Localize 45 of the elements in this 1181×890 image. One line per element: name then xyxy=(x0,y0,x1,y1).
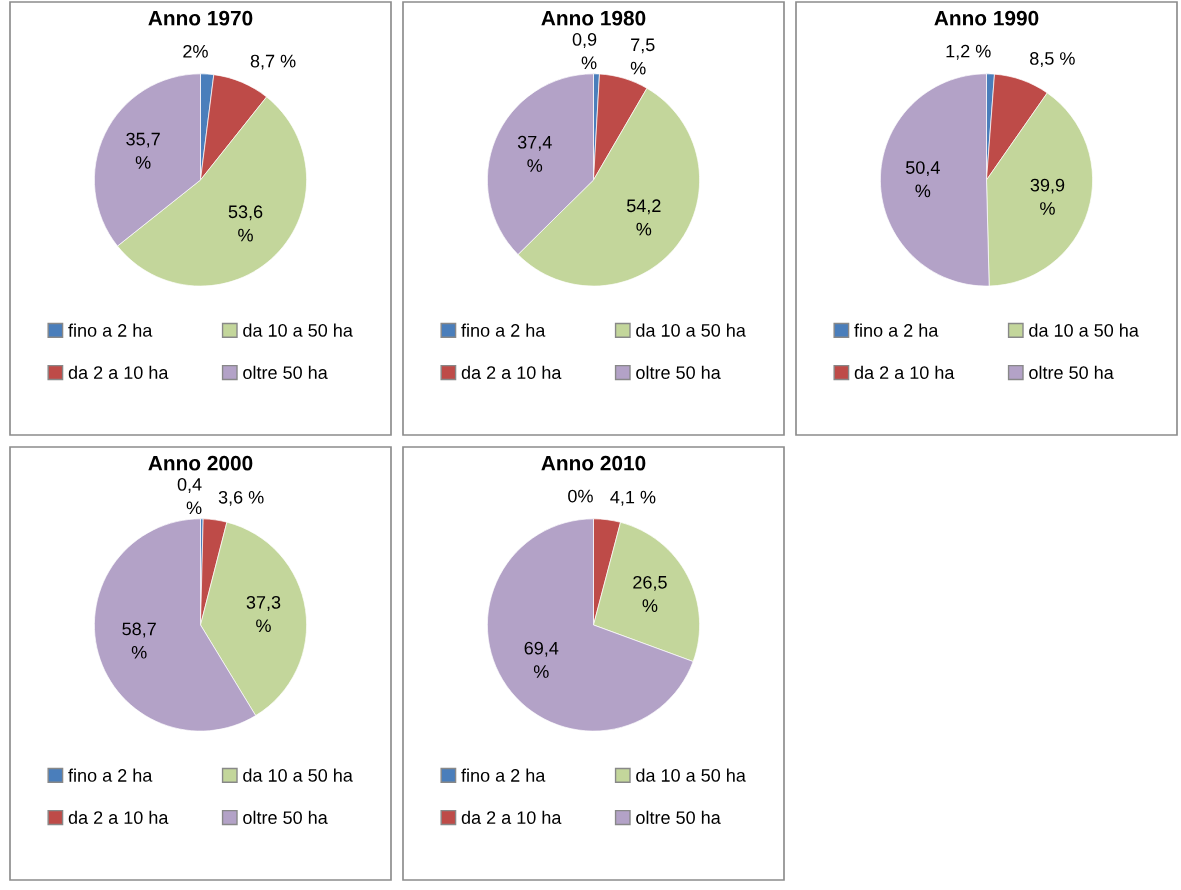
legend-label: da 10 a 50 ha xyxy=(243,323,353,337)
legend-label: oltre 50 ha xyxy=(243,810,328,825)
chart-title: Anno 1990 xyxy=(934,10,1039,26)
data-label: 58,7 % xyxy=(122,622,156,659)
legend-label: oltre 50 ha xyxy=(636,810,721,825)
data-label: 39,9 % xyxy=(1030,178,1065,215)
legend-label: da 10 a 50 ha xyxy=(636,323,746,337)
data-label: 8,5 % xyxy=(1030,52,1075,67)
legend-label: da 10 a 50 ha xyxy=(636,768,746,782)
data-label: 54,2 % xyxy=(626,199,661,236)
data-label: 37,4 % xyxy=(517,135,552,172)
text: 0% xyxy=(568,489,593,503)
data-label: 3,6 % xyxy=(218,490,264,506)
legend-label: da 2 a 10 ha xyxy=(68,365,169,380)
data-label: 53,6 % xyxy=(228,205,263,242)
legend-label: fino a 2 ha xyxy=(68,323,153,337)
data-label: 0,9 % xyxy=(572,33,597,70)
data-label: 50,4 % xyxy=(905,161,940,198)
data-label: 1,2 % xyxy=(946,44,991,60)
legend-label: fino a 2 ha xyxy=(68,768,153,782)
data-label: 37,3 % xyxy=(246,595,281,633)
legend-label: da 10 a 50 ha xyxy=(243,768,353,782)
legend-label: fino a 2 ha xyxy=(854,323,939,337)
data-label: 2% xyxy=(183,44,208,58)
chart-title: Anno 1980 xyxy=(541,10,646,26)
chart-title: Anno 2000 xyxy=(148,455,253,471)
legend-label: oltre 50 ha xyxy=(243,365,328,380)
legend-label: oltre 50 ha xyxy=(636,365,721,380)
data-label: 69,4 % xyxy=(524,641,559,678)
legend-label: da 10 a 50 ha xyxy=(1029,323,1139,337)
legend-label: da 2 a 10 ha xyxy=(68,810,169,825)
data-label: 4,1 % xyxy=(610,490,656,506)
data-label: 7,5 % xyxy=(630,38,655,75)
chart-title: Anno 1970 xyxy=(148,10,253,26)
chart-title: Anno 2010 xyxy=(541,455,646,471)
legend-label: fino a 2 ha xyxy=(461,323,546,337)
legend-label: fino a 2 ha xyxy=(461,768,546,782)
data-label: 35,7 % xyxy=(126,132,160,169)
legend-label: da 2 a 10 ha xyxy=(854,365,955,380)
data-label: 8,7 % xyxy=(250,54,296,70)
legend-label: da 2 a 10 ha xyxy=(461,365,562,380)
data-label: 0,4 % xyxy=(177,478,202,515)
legend-label: oltre 50 ha xyxy=(1029,365,1114,380)
data-label: 26,5 % xyxy=(633,575,667,612)
legend-label: da 2 a 10 ha xyxy=(461,810,562,825)
